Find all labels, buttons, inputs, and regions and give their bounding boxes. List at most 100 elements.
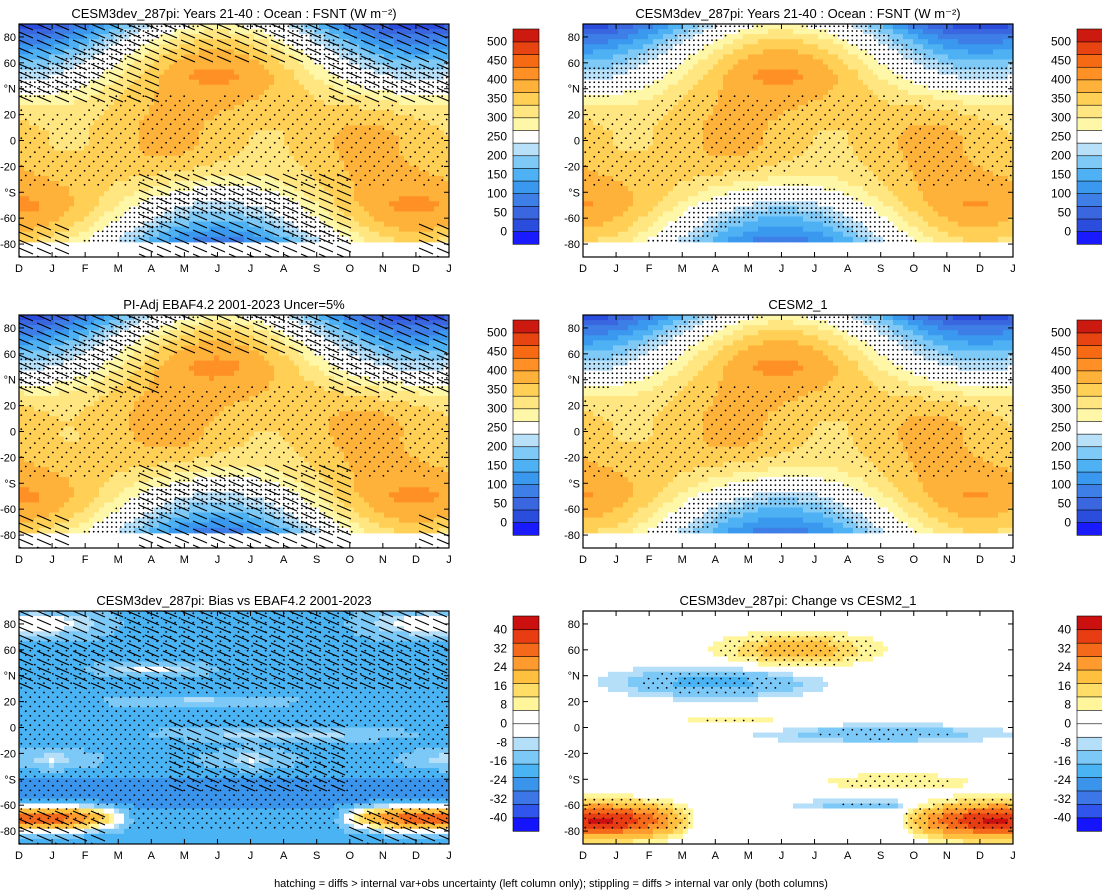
colorbar-tick-label: 0 — [1064, 224, 1071, 238]
y-tick-label: °N — [4, 375, 16, 387]
x-tick-label: M — [744, 850, 753, 862]
colorbar-swatch — [1076, 41, 1102, 55]
y-tick-label: 60 — [4, 58, 16, 70]
x-tick-label: O — [909, 850, 918, 862]
y-tick-label: -20 — [0, 161, 16, 173]
x-tick-label: M — [114, 554, 123, 566]
y-tick-label: °N — [4, 671, 16, 683]
y-tick-label: -60 — [0, 800, 16, 812]
x-tick-label: J — [613, 850, 619, 862]
x-tick-label: M — [180, 850, 189, 862]
colorbar-tick-label: 500 — [1051, 35, 1071, 49]
x-tick-label: O — [909, 263, 918, 275]
x-tick-label: N — [379, 850, 387, 862]
y-tick-label: -80 — [564, 530, 580, 542]
colorbar-swatch — [1076, 167, 1102, 182]
x-tick-label: S — [313, 263, 320, 275]
colorbar-tick-label: 250 — [487, 421, 507, 435]
y-tick-label: °N — [4, 84, 16, 96]
y-tick-label: -20 — [0, 748, 16, 760]
x-tick-label: A — [844, 554, 852, 566]
y-tick-label: 20 — [568, 401, 580, 413]
x-tick-label: F — [646, 263, 653, 275]
colorbar-swatch — [1076, 736, 1102, 751]
colorbar-tick-label: 0 — [500, 224, 507, 238]
panel-title: CESM2_1 — [768, 297, 827, 312]
colorbar-swatch — [512, 28, 540, 43]
colorbar-swatch — [512, 642, 540, 657]
colorbar-swatch — [512, 433, 540, 448]
x-tick-label: M — [114, 850, 123, 862]
x-tick-label: M — [744, 263, 753, 275]
colorbar-tick-label: 200 — [1051, 148, 1071, 162]
colorbar-swatch — [1076, 615, 1102, 631]
panel-title: CESM3dev_287pi: Years 21-40 : Ocean : FS… — [71, 6, 396, 21]
y-tick-label: -80 — [564, 239, 580, 251]
x-tick-label: A — [280, 554, 288, 566]
x-tick-label: D — [15, 554, 23, 566]
colorbar-tick-label: 50 — [1058, 205, 1072, 219]
y-tick-label: 80 — [568, 619, 580, 631]
x-tick-label: D — [15, 263, 23, 275]
x-tick-label: A — [148, 554, 156, 566]
panel-1: CESM3dev_287pi: Years 21-40 : Ocean : FS… — [0, 6, 540, 275]
colorbar-swatch — [1076, 803, 1102, 819]
hatching-1 — [19, 24, 449, 257]
colorbar-swatch — [1076, 344, 1102, 359]
colorbar-tick-label: 250 — [1051, 130, 1071, 144]
x-tick-label: J — [248, 850, 254, 862]
colorbar-6: 40 32 24 16 8 0 -8 -16 -24 -32 -40 — [1054, 615, 1102, 832]
colorbar-tick-label: 100 — [1051, 186, 1071, 200]
field-1 — [19, 24, 449, 257]
colorbar-swatch — [512, 682, 540, 698]
y-tick-label: 80 — [568, 32, 580, 44]
colorbar-swatch — [512, 167, 540, 182]
colorbar-tick-label: 150 — [1051, 458, 1071, 472]
x-tick-label: J — [812, 850, 818, 862]
colorbar-swatch — [512, 218, 540, 232]
colorbar-tick-label: 16 — [1058, 679, 1072, 693]
colorbar-tick-label: 350 — [487, 383, 507, 397]
x-tick-label: J — [779, 263, 785, 275]
hatching-3 — [19, 315, 449, 548]
y-tick-label: 60 — [568, 58, 580, 70]
colorbar-tick-label: 40 — [494, 622, 508, 636]
x-tick-label: M — [678, 554, 687, 566]
x-tick-label: A — [148, 850, 156, 862]
x-tick-label: M — [678, 263, 687, 275]
colorbar-tick-label: 32 — [494, 641, 508, 655]
y-tick-label: -20 — [0, 452, 16, 464]
colorbar-swatch — [512, 129, 540, 144]
colorbar-swatch — [512, 104, 540, 119]
colorbar-swatch — [1076, 656, 1102, 671]
x-tick-label: J — [215, 850, 221, 862]
colorbar-tick-label: 150 — [1051, 167, 1071, 181]
colorbar-tick-label: 150 — [487, 167, 507, 181]
colorbar-swatch — [1076, 817, 1102, 832]
colorbar-tick-label: -32 — [490, 792, 508, 806]
y-tick-label: -60 — [0, 504, 16, 516]
x-tick-label: D — [412, 263, 420, 275]
x-tick-label: F — [646, 554, 653, 566]
colorbar-swatch — [1076, 205, 1102, 220]
field-5 — [19, 611, 449, 844]
colorbar-tick-label: -40 — [1054, 811, 1072, 825]
y-tick-label: -60 — [564, 504, 580, 516]
colorbar-tick-label: 400 — [487, 73, 507, 87]
colorbar-swatch — [1076, 231, 1102, 245]
colorbar-swatch — [1076, 155, 1102, 169]
colorbar-tick-label: 200 — [487, 439, 507, 453]
x-tick-label: J — [1010, 263, 1016, 275]
y-tick-label: 0 — [574, 427, 580, 439]
x-tick-label: J — [446, 850, 452, 862]
x-tick-label: S — [877, 263, 884, 275]
x-tick-label: J — [812, 554, 818, 566]
colorbar-tick-label: 8 — [500, 698, 507, 712]
x-tick-label: J — [248, 263, 254, 275]
y-tick-label: -80 — [564, 826, 580, 838]
colorbar-tick-label: 40 — [1058, 622, 1072, 636]
y-tick-label: 0 — [10, 136, 16, 148]
x-tick-label: S — [313, 554, 320, 566]
x-tick-label: D — [976, 850, 984, 862]
colorbar-swatch — [512, 420, 540, 435]
